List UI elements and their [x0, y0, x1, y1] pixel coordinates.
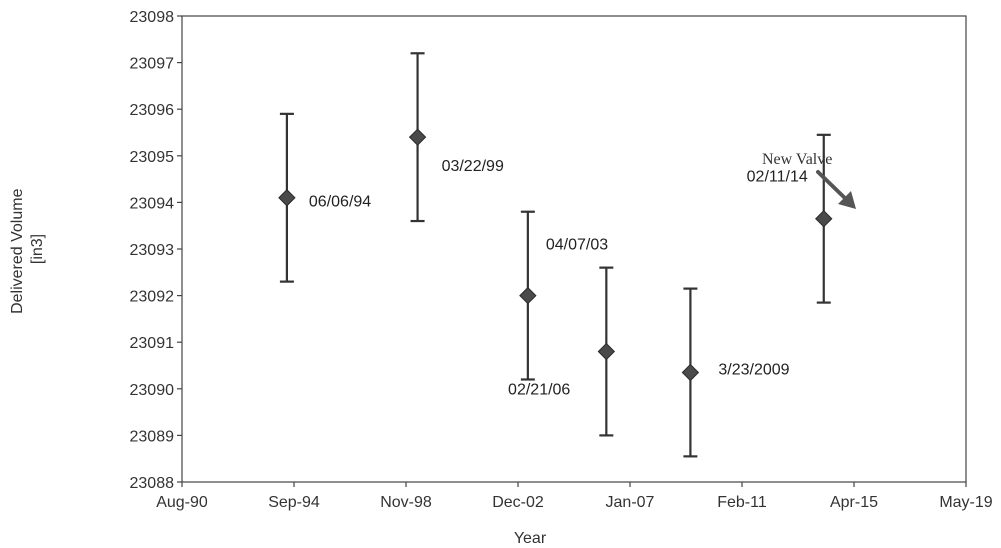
diamond-marker [815, 210, 833, 228]
data-point-label: 02/21/06 [508, 382, 570, 399]
data-point-label: 03/22/99 [442, 158, 504, 175]
data-point-2 [408, 52, 427, 223]
y-tick-label: 23098 [130, 9, 175, 26]
data-point-label: 3/23/2009 [718, 361, 789, 378]
data-series [278, 52, 833, 458]
annotation-arrow-shaft [816, 170, 851, 204]
x-tick-label: Dec-02 [492, 494, 544, 511]
x-tick-label: May-19 [939, 494, 992, 511]
diamond-marker [408, 128, 427, 146]
y-axis-title: Delivered Volume [in3] [9, 184, 46, 314]
y-axis-title-line-2: [in3] [29, 234, 46, 264]
data-point-4 [597, 266, 616, 437]
diamond-marker [681, 363, 700, 382]
tick-labels: 23088 23089 23090 23091 23092 23093 23094 23095… [130, 9, 993, 511]
y-tick-label: 23089 [130, 428, 175, 445]
x-tick-label: Jan-07 [606, 494, 655, 511]
y-tick-label: 23097 [130, 56, 175, 73]
y-tick-label: 23090 [130, 382, 175, 399]
x-tick-label: Aug-90 [156, 494, 208, 511]
data-point-label: 02/11/14 [747, 169, 808, 186]
y-tick-label: 23096 [130, 102, 175, 119]
y-axis-title-line-1: Delivered Volume [9, 188, 26, 314]
data-point-label: 04/07/03 [546, 237, 608, 254]
y-tick-label: 23092 [130, 289, 175, 306]
data-point-5 [681, 287, 700, 458]
data-point-label: 06/06/94 [309, 194, 371, 211]
diamond-marker [278, 189, 296, 207]
x-axis-title: Year [514, 530, 547, 547]
y-tick-label: 23091 [130, 335, 175, 352]
arrow-head-icon [838, 191, 856, 209]
y-tick-label: 23094 [130, 195, 175, 212]
diamond-marker [519, 286, 537, 305]
data-point-3 [519, 210, 537, 381]
diamond-marker [597, 342, 616, 361]
x-tick-label: Apr-15 [830, 494, 878, 511]
x-tick-label: Feb-11 [717, 494, 767, 511]
annotation-text: New Valve [762, 151, 832, 168]
point-labels: 06/06/94 03/22/99 04/07/03 02/21/06 3/23/200… [309, 158, 808, 398]
y-tick-label: 23093 [130, 242, 175, 259]
x-tick-label: Sep-94 [268, 494, 320, 511]
data-point-6 [815, 133, 833, 304]
data-point-1 [278, 112, 296, 283]
y-tick-label: 23088 [130, 475, 175, 492]
annotation-group: New Valve [762, 151, 856, 209]
y-tick-label: 23095 [130, 149, 175, 166]
x-tick-label: Nov-98 [380, 494, 432, 511]
